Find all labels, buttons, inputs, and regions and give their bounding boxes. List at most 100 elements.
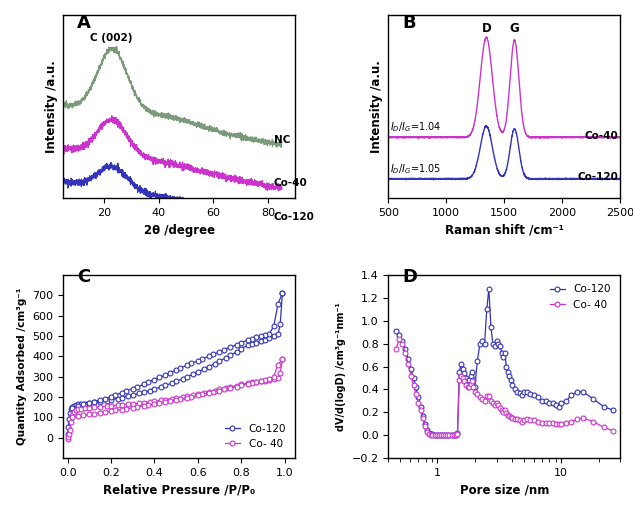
Co- 40 xyxy=(65,434,72,440)
Co-120 xyxy=(279,290,286,296)
Y-axis label: Intensity /a.u.: Intensity /a.u. xyxy=(370,61,383,153)
Co- 40 xyxy=(157,398,165,404)
Co-120 xyxy=(274,331,282,337)
Co-120 xyxy=(183,374,191,380)
Co- 40 xyxy=(172,395,180,401)
X-axis label: Pore size /nm: Pore size /nm xyxy=(460,484,549,496)
Co-120 xyxy=(66,410,73,416)
Co- 40 xyxy=(125,401,132,407)
Line: Co-120: Co-120 xyxy=(65,291,285,436)
Co- 40 xyxy=(441,432,449,438)
Co-120 xyxy=(70,403,78,409)
Co- 40 xyxy=(211,387,219,393)
Co-120 xyxy=(114,395,122,402)
Co-120 xyxy=(253,340,260,346)
Co- 40 xyxy=(168,395,175,402)
Text: B: B xyxy=(402,14,416,32)
X-axis label: Raman shift /cm⁻¹: Raman shift /cm⁻¹ xyxy=(445,223,564,237)
Co-120 xyxy=(161,382,169,388)
Co-120 xyxy=(107,397,115,403)
Co- 40 xyxy=(118,402,126,408)
Co-120 xyxy=(248,341,256,347)
Co- 40 xyxy=(96,404,104,410)
Co- 40 xyxy=(222,385,230,391)
Co- 40 xyxy=(107,403,115,409)
Co- 40 xyxy=(64,436,72,442)
Co-120 xyxy=(85,400,93,406)
Y-axis label: Intensity /a.u.: Intensity /a.u. xyxy=(45,61,58,153)
Co- 40 xyxy=(253,379,260,385)
Co-120 xyxy=(67,406,75,412)
Co- 40 xyxy=(151,398,158,404)
Co-120 xyxy=(96,399,104,405)
Co- 40 xyxy=(266,377,273,383)
Co-120 xyxy=(244,342,251,348)
Co-120 xyxy=(65,416,73,422)
Legend: Co-120, Co- 40: Co-120, Co- 40 xyxy=(546,280,615,314)
Co- 40 xyxy=(534,418,542,425)
Co- 40 xyxy=(77,406,84,412)
Co-120 xyxy=(222,355,230,361)
Co- 40 xyxy=(257,378,265,384)
Co-120 xyxy=(473,358,481,364)
Co- 40 xyxy=(279,356,286,362)
Co- 40 xyxy=(85,405,93,411)
Co- 40 xyxy=(396,336,403,342)
Co-120 xyxy=(485,286,492,292)
Co-120 xyxy=(77,401,84,407)
Co- 40 xyxy=(66,427,73,433)
Text: A: A xyxy=(77,14,91,32)
Co-120 xyxy=(211,360,219,366)
Co-120 xyxy=(73,402,80,408)
Co-120 xyxy=(261,336,269,343)
Co- 40 xyxy=(233,382,241,388)
Co-120 xyxy=(227,352,234,358)
Co- 40 xyxy=(73,407,80,413)
X-axis label: 2θ /degree: 2θ /degree xyxy=(144,223,215,237)
Co- 40 xyxy=(248,379,256,385)
Co- 40 xyxy=(161,397,169,403)
Legend: Co-120, Co- 40: Co-120, Co- 40 xyxy=(220,419,290,453)
Co- 40 xyxy=(75,406,82,412)
Co-120 xyxy=(216,358,223,364)
Co-120 xyxy=(277,321,284,327)
Co-120 xyxy=(64,431,72,437)
Co- 40 xyxy=(450,432,458,438)
Co-120 xyxy=(270,333,277,339)
Co-120 xyxy=(526,391,534,397)
Co-120 xyxy=(392,328,399,334)
Co-120 xyxy=(157,384,165,390)
Text: Co-40: Co-40 xyxy=(584,131,618,141)
Co-120 xyxy=(431,432,439,438)
Co- 40 xyxy=(201,390,208,396)
Co-120 xyxy=(81,401,89,407)
Co-120 xyxy=(125,393,132,399)
Co-120 xyxy=(257,338,265,344)
Co- 40 xyxy=(183,393,191,399)
Co- 40 xyxy=(129,401,137,407)
Co- 40 xyxy=(205,389,213,395)
Text: C (002): C (002) xyxy=(90,34,132,43)
Co-120 xyxy=(179,376,186,382)
Co- 40 xyxy=(146,399,154,405)
Co- 40 xyxy=(274,375,282,381)
Co-120 xyxy=(68,404,76,410)
Co-120 xyxy=(205,363,213,370)
Co- 40 xyxy=(140,400,147,406)
Text: G: G xyxy=(510,22,520,35)
Text: NC: NC xyxy=(273,135,290,145)
Text: $I_D/I_G$=1.04: $I_D/I_G$=1.04 xyxy=(390,120,441,134)
Text: C: C xyxy=(77,268,91,287)
Co-120 xyxy=(233,349,241,355)
Co- 40 xyxy=(526,417,534,423)
Co- 40 xyxy=(135,400,143,406)
Co- 40 xyxy=(277,370,284,376)
Co-120 xyxy=(129,392,137,398)
Co-120 xyxy=(448,432,455,438)
Co-120 xyxy=(90,400,97,406)
Co-120 xyxy=(65,423,72,430)
Co- 40 xyxy=(65,431,73,437)
Y-axis label: Quantity Adsorbed /cm³g⁻¹: Quantity Adsorbed /cm³g⁻¹ xyxy=(17,288,27,445)
Co- 40 xyxy=(227,384,234,390)
Co-120 xyxy=(118,394,126,401)
